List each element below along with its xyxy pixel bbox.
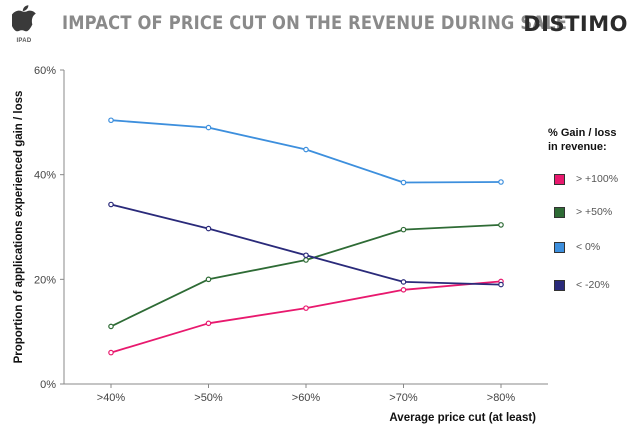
x-tick-label: >60% (292, 392, 321, 404)
brand-logo: DISTIMO (523, 12, 628, 36)
data-point (108, 201, 114, 208)
data-point (400, 286, 407, 293)
series-line-0 (110, 280, 502, 354)
x-tick-label: >40% (97, 392, 126, 404)
legend-label: > +100% (576, 173, 619, 185)
data-point (108, 117, 114, 124)
data-point (205, 320, 212, 327)
legend-title-line1: % Gain / loss (548, 127, 617, 139)
data-point (303, 252, 309, 259)
y-tick-label: 0% (40, 379, 56, 391)
data-point (498, 222, 504, 228)
legend-label: < -20% (576, 279, 610, 291)
legend-item-gain-100: > +100% (554, 172, 618, 186)
data-point (303, 146, 309, 153)
y-tick-label: 60% (34, 65, 56, 77)
x-tick-label: >80% (487, 392, 516, 404)
series-line-1 (110, 224, 502, 328)
legend-item-gain-50: > +50% (554, 205, 612, 219)
data-point (303, 305, 309, 311)
legend: % Gain / loss in revenue: > +100% > +50%… (548, 126, 640, 291)
data-point (108, 323, 114, 330)
legend-swatch (554, 206, 565, 218)
platform-label: IPAD (16, 38, 32, 44)
data-point (303, 257, 309, 263)
legend-label: < 0% (576, 241, 601, 253)
data-point (108, 349, 114, 356)
y-tick-label: 20% (34, 274, 56, 286)
chart-title: IMPACT OF PRICE CUT ON THE REVENUE DURIN… (62, 12, 568, 34)
data-point (400, 226, 407, 233)
legend-swatch (554, 279, 565, 291)
data-point (205, 276, 212, 283)
data-point (498, 281, 504, 288)
legend-swatch (554, 173, 565, 185)
legend-swatch (554, 241, 565, 253)
data-point (498, 179, 504, 185)
data-point (205, 225, 212, 232)
legend-title-line2: in revenue: (548, 141, 607, 153)
legend-item-loss-0: < 0% (554, 240, 600, 254)
legend-item-loss-20: < -20% (554, 278, 610, 292)
header: IPAD IMPACT OF PRICE CUT ON THE REVENUE … (0, 0, 640, 52)
data-point (205, 124, 212, 131)
data-point (400, 279, 407, 285)
y-axis-title: Proportion of applications experienced g… (13, 91, 25, 364)
x-axis-title: Average price cut (at least) (389, 412, 536, 424)
data-point (400, 179, 407, 186)
x-tick-label: >70% (389, 392, 418, 404)
legend-label: > +50% (576, 206, 613, 218)
apple-logo-icon (12, 5, 36, 32)
y-tick-label: 40% (34, 170, 56, 182)
series-line-3 (110, 203, 502, 286)
x-tick-label: >50% (194, 392, 223, 404)
